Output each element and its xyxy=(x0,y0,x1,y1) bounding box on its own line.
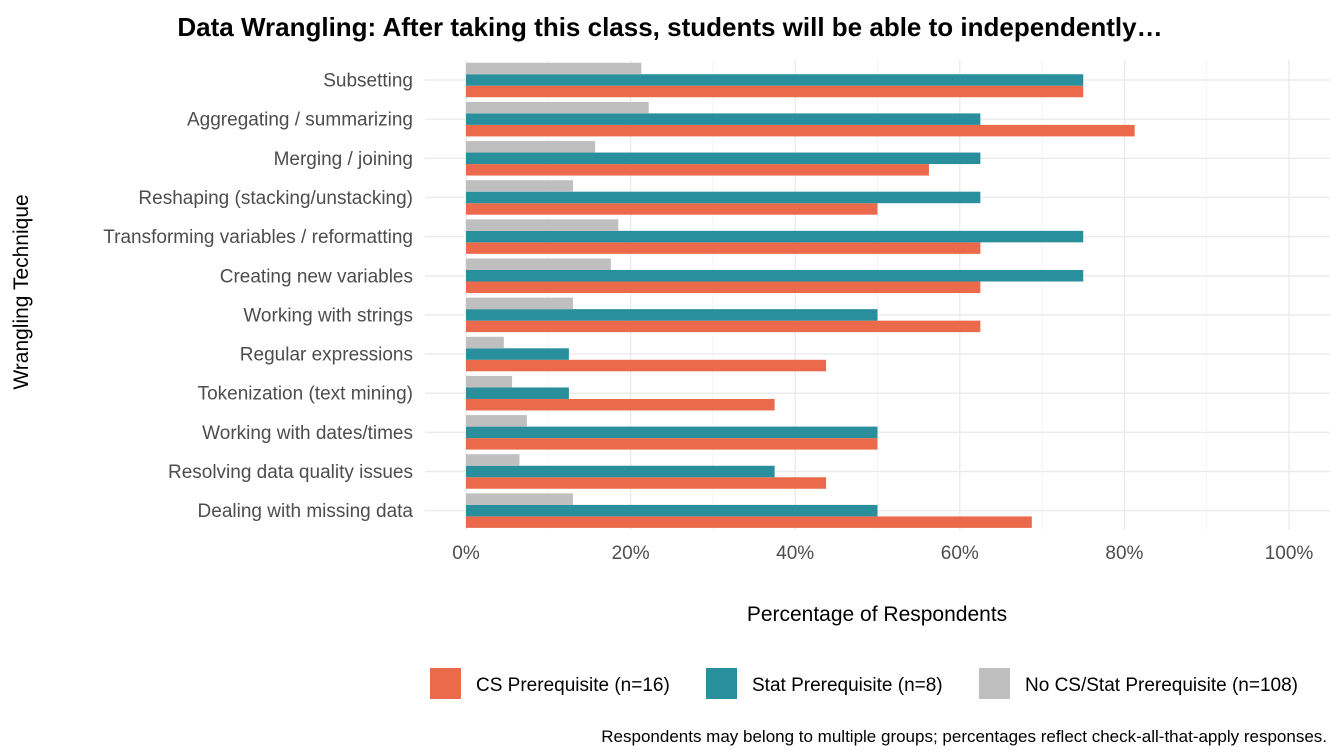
bar-stat xyxy=(466,152,981,165)
bar-no-prereq xyxy=(466,141,596,153)
legend-label: No CS/Stat Prerequisite (n=108) xyxy=(1025,675,1298,696)
bar-no-prereq xyxy=(466,62,642,75)
bar-stat xyxy=(466,74,1084,86)
bar-cs xyxy=(466,516,1032,528)
chart-caption: Respondents may belong to multiple group… xyxy=(601,727,1327,746)
bar-no-prereq xyxy=(466,493,573,505)
category-label: Merging / joining xyxy=(274,149,413,170)
x-tick-label: 80% xyxy=(1105,543,1143,564)
category-label: Transforming variables / reformatting xyxy=(103,227,413,248)
bar-cs xyxy=(466,398,775,411)
x-axis-title: Percentage of Respondents xyxy=(747,603,1007,626)
bar-no-prereq xyxy=(466,297,573,310)
bar-no-prereq xyxy=(466,180,573,192)
bar-stat xyxy=(466,426,878,439)
category-label: Resolving data quality issues xyxy=(168,462,413,483)
category-label: Working with dates/times xyxy=(202,423,413,444)
bar-stat xyxy=(466,348,569,360)
category-label: Subsetting xyxy=(323,71,413,92)
legend-key xyxy=(706,668,737,699)
bar-cs xyxy=(466,320,981,333)
legend-label: Stat Prerequisite (n=8) xyxy=(752,675,943,696)
bars-layer xyxy=(466,62,1135,528)
category-label: Working with strings xyxy=(243,305,413,326)
bar-no-prereq xyxy=(466,336,504,349)
legend-key xyxy=(430,668,461,699)
bar-no-prereq xyxy=(466,454,520,466)
x-tick-label: 100% xyxy=(1265,543,1314,564)
legend: CS Prerequisite (n=16) Stat Prerequisite … xyxy=(430,668,1298,699)
category-label: Dealing with missing data xyxy=(198,501,414,522)
bar-cs xyxy=(466,85,1084,98)
bar-no-prereq xyxy=(466,101,649,114)
bar-cs xyxy=(466,281,981,293)
x-tick-label: 60% xyxy=(941,543,979,564)
bar-cs xyxy=(466,203,878,215)
bar-no-prereq xyxy=(466,415,527,427)
legend-label: CS Prerequisite (n=16) xyxy=(476,675,670,696)
category-labels: Subsetting Aggregating / summarizing Mergi… xyxy=(103,71,413,523)
category-label: Creating new variables xyxy=(220,266,413,287)
category-label: Reshaping (stacking/unstacking) xyxy=(138,188,413,209)
bar-cs xyxy=(466,438,878,450)
chart-title: Data Wrangling: After taking this class,… xyxy=(177,12,1162,42)
bar-stat xyxy=(466,230,1084,243)
bar-no-prereq xyxy=(466,219,619,231)
bar-cs xyxy=(466,477,827,489)
category-label: Aggregating / summarizing xyxy=(187,110,413,131)
bar-stat xyxy=(466,465,775,478)
bar-stat xyxy=(466,191,981,204)
bar-stat xyxy=(466,113,981,125)
bar-stat xyxy=(466,309,878,321)
category-label: Regular expressions xyxy=(240,345,413,366)
bar-cs xyxy=(466,124,1135,137)
x-tick-label: 40% xyxy=(776,543,814,564)
legend-key xyxy=(979,668,1010,699)
bar-no-prereq xyxy=(466,375,513,388)
x-tick-label: 20% xyxy=(612,543,650,564)
bar-no-prereq xyxy=(466,258,611,270)
bar-cs xyxy=(466,164,929,176)
bar-stat xyxy=(466,387,569,399)
bar-stat xyxy=(466,270,1084,282)
category-label: Tokenization (text mining) xyxy=(198,384,413,405)
y-axis-title: Wrangling Technique xyxy=(10,194,33,389)
bar-cs xyxy=(466,359,827,372)
x-tick-labels: 0% 20% 40% 60% 80% 100% xyxy=(452,543,1313,564)
bar-stat xyxy=(466,504,878,517)
bar-cs xyxy=(466,242,981,254)
x-tick-label: 0% xyxy=(452,543,480,564)
